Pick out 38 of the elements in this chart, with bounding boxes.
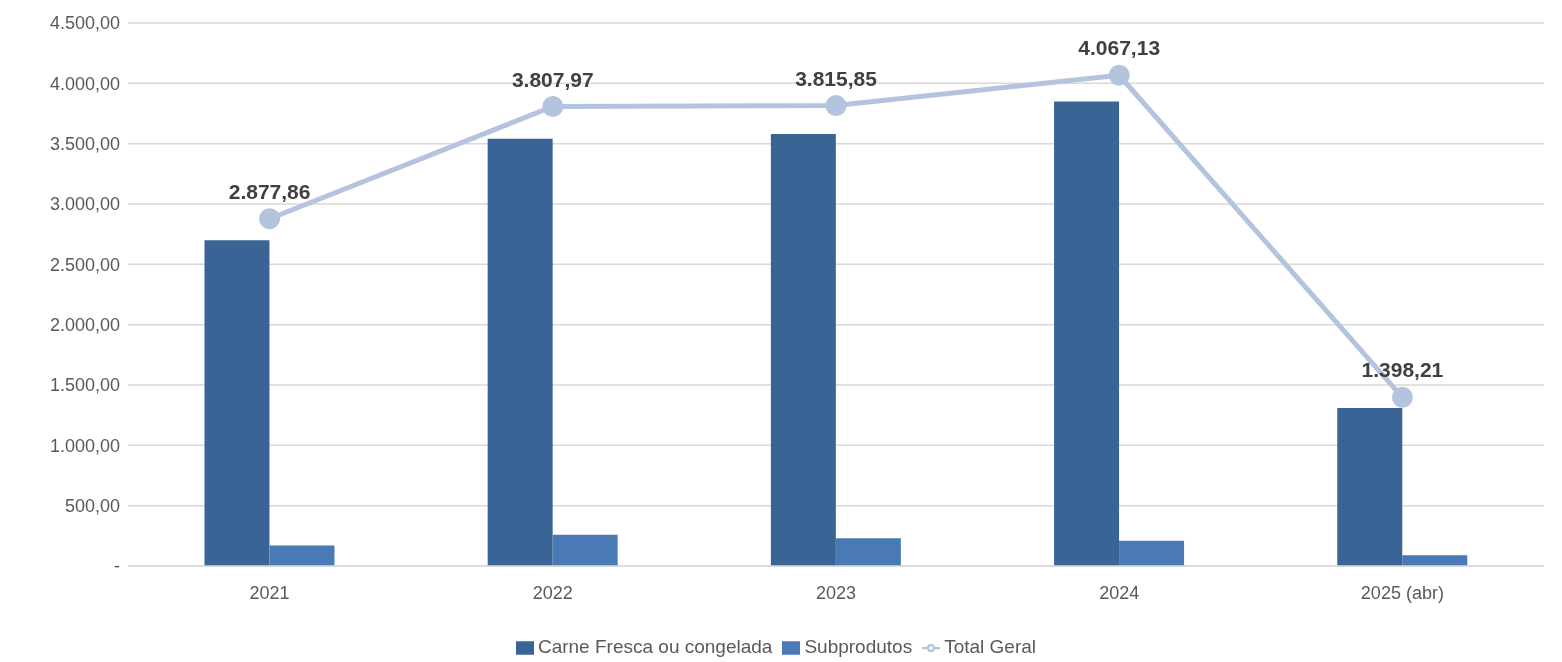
bar (1402, 555, 1468, 566)
bar (770, 134, 836, 566)
y-tick-label: - (114, 556, 120, 577)
y-tick-label: 4.000,00 (49, 73, 120, 94)
y-tick-label: 3.500,00 (49, 134, 120, 155)
y-tick-label: 3.000,00 (49, 194, 120, 215)
bar (204, 240, 270, 566)
x-tick-label: 2021 (249, 582, 290, 603)
y-tick-label: 1.000,00 (49, 435, 120, 456)
y-tick-label: 4.500,00 (49, 13, 120, 34)
point (259, 208, 281, 230)
legend-label: Subprodutos (804, 636, 913, 657)
point (542, 96, 564, 118)
point (1108, 64, 1130, 86)
bar (1119, 540, 1185, 566)
data-label: 3.815,85 (795, 66, 878, 90)
bar (269, 545, 335, 566)
data-label: 3.807,97 (511, 67, 594, 91)
bar (552, 534, 618, 566)
legend-label: Total Geral (944, 636, 1037, 657)
y-tick-label: 2.500,00 (49, 254, 120, 275)
bar (487, 138, 553, 566)
legend-label: Carne Fresca ou congelada (537, 636, 773, 657)
point (1391, 386, 1413, 408)
y-tick-label: 1.500,00 (49, 375, 120, 396)
bar (835, 538, 901, 566)
y-tick-label: 500,00 (64, 496, 120, 517)
x-tick-label: 2025 (abr) (1360, 582, 1444, 603)
x-tick-label: 2024 (1099, 582, 1140, 603)
data-label: 1.398,21 (1361, 358, 1444, 382)
data-label: 2.877,86 (228, 179, 311, 203)
data-label: 4.067,13 (1078, 36, 1161, 60)
x-tick-label: 2022 (532, 582, 573, 603)
point (825, 95, 847, 117)
x-tick-label: 2023 (815, 582, 857, 603)
bar (1054, 101, 1120, 566)
bar (1337, 407, 1403, 566)
y-tick-label: 2.000,00 (49, 315, 120, 336)
